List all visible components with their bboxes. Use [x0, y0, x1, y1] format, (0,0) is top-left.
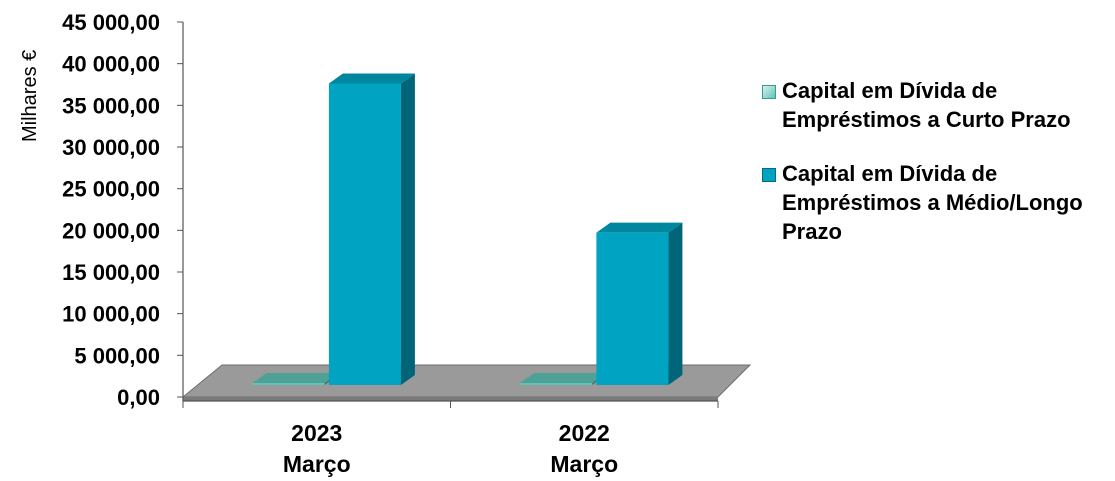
bar-side: [668, 222, 683, 385]
legend-item-long-term: Capital em Dívida de Empréstimos a Médio…: [762, 159, 1112, 246]
y-tick-label: 0,00: [117, 385, 160, 410]
y-tick-label: 20 000,00: [62, 218, 160, 243]
bar-top: [252, 373, 339, 383]
y-tick-label: 40 000,00: [62, 52, 160, 77]
x-category-labels: 2023 Março 2022 Março: [283, 420, 618, 477]
y-tick-label: 10 000,00: [62, 302, 160, 327]
bar-top: [520, 373, 607, 383]
x-category-month: Março: [283, 451, 351, 477]
chart-bars: [252, 73, 683, 385]
bar-front: [252, 383, 325, 385]
x-category-month: Março: [550, 451, 618, 477]
bar-chart: 45 000,00 40 000,00 35 000,00 30 000,00 25 0…: [19, 10, 752, 477]
legend-label-short-term: Capital em Dívida de Empréstimos a Curto…: [782, 78, 1071, 132]
x-category-year: 2023: [291, 420, 342, 446]
y-axis-label: Milhares €: [19, 50, 41, 142]
floor-edge: [183, 397, 718, 401]
legend-label-long-term: Capital em Dívida de Empréstimos a Médio…: [782, 161, 1083, 244]
legend-swatch-short-term: [762, 85, 776, 99]
bar-front: [328, 83, 401, 385]
bar-2023-series-1: [328, 73, 415, 385]
y-tick-label: 30 000,00: [62, 135, 160, 160]
y-tick-label: 25 000,00: [62, 177, 160, 202]
bar-top: [328, 73, 415, 84]
y-tick-label: 15 000,00: [62, 260, 160, 285]
bar-front: [520, 383, 593, 385]
bar-2023-series-0: [252, 373, 339, 385]
bar-front: [596, 232, 669, 385]
chart-axes: [177, 21, 719, 408]
y-tick-label: 5 000,00: [74, 343, 160, 368]
x-category-year: 2022: [559, 420, 610, 446]
bar-2022-series-0: [520, 373, 607, 385]
legend-swatch-long-term: [762, 168, 776, 182]
y-tick-label: 45 000,00: [62, 10, 160, 35]
y-tick-label: 35 000,00: [62, 93, 160, 118]
y-tick-labels: 45 000,00 40 000,00 35 000,00 30 000,00 25 0…: [62, 10, 160, 410]
bar-top: [596, 222, 683, 233]
chart-legend: Capital em Dívida de Empréstimos a Curto…: [762, 76, 1112, 271]
bar-side: [400, 73, 415, 385]
bar-2022-series-1: [596, 222, 683, 385]
legend-item-short-term: Capital em Dívida de Empréstimos a Curto…: [762, 76, 1112, 134]
